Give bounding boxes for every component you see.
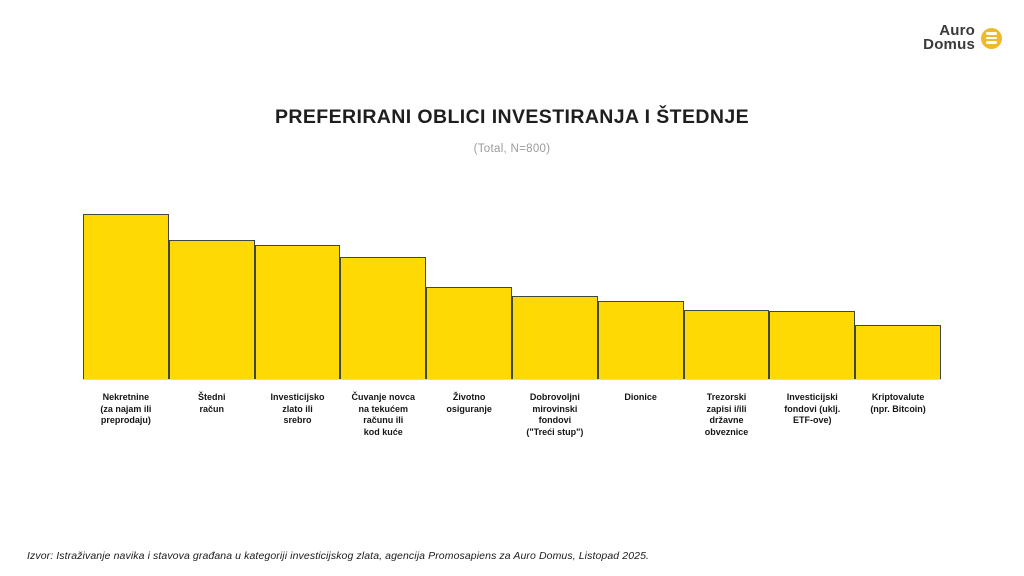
bar: [340, 257, 427, 379]
logo: Auro Domus: [923, 22, 1002, 53]
category-label: Štedni račun: [197, 392, 226, 414]
category-label: Investicijsko zlato ili srebro: [270, 392, 325, 425]
bar: [769, 311, 856, 379]
bar: [254, 245, 341, 379]
logo-wordmark: Auro Domus: [923, 22, 975, 53]
category-label: Investicijski fondovi (uklj. ETF-ove): [784, 392, 841, 425]
logo-word-domus: Domus: [923, 36, 975, 53]
bar: [597, 301, 684, 379]
category-label: Dobrovoljni mirovinski fondovi ("Treći stup…: [526, 392, 584, 437]
bar-chart: Nekretnine (za najam ili preprodaju) Štedni…: [83, 214, 941, 438]
category-axis-labels: Nekretnine (za najam ili preprodaju) Štedni…: [83, 392, 941, 438]
category-label: Nekretnine (za najam ili preprodaju): [100, 392, 152, 425]
bar: [83, 214, 169, 379]
bar: [855, 325, 941, 379]
category-label: Kriptovalute (npr. Bitcoin): [870, 392, 926, 414]
source-note: Izvor: Istraživanje navika i stavova gra…: [27, 550, 650, 562]
category-label: Trezorski zapisi i/ili državne obveznice: [704, 392, 749, 437]
category-label: Dionice: [624, 392, 657, 402]
bar: [511, 296, 598, 379]
bar: [426, 287, 512, 379]
chart-subtitle: (Total, N=800): [473, 143, 551, 155]
bar: [168, 240, 255, 379]
logo-word-auro: Auro: [939, 22, 975, 39]
category-label: Čuvanje novca na tekućem računu ili kod kuć…: [351, 392, 416, 437]
category-label: Životno osiguranje: [446, 392, 492, 414]
hamburger-circle-icon: [981, 27, 1002, 49]
bar: [683, 310, 770, 379]
chart-title: PREFERIRANI OBLICI INVESTIRANJA I ŠTEDNJ…: [275, 106, 749, 128]
bar-series: [83, 214, 941, 380]
